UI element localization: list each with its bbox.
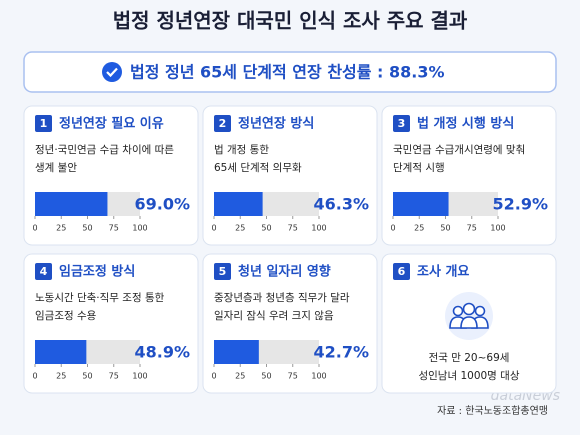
tick-label: 75 [467,224,477,233]
value-label: 46.3% [313,195,369,214]
tick-label: 100 [132,372,147,381]
people-icon-head [462,302,476,316]
tick-label: 25 [56,224,66,233]
card-desc: 국민연금 수급개시연령에 맞춰 [393,144,525,156]
tick-label: 75 [288,224,298,233]
tick-label: 75 [109,224,119,233]
card-title: 청년 일자리 영향 [238,264,331,280]
tick-label: 75 [109,372,119,381]
number: 6 [398,265,406,278]
number-badge [214,115,231,132]
source: 자료 : 한국노동조합총연맹 [437,405,548,417]
value-label: 48.9% [134,343,190,362]
number-badge [35,115,52,132]
card-title: 정년연장 방식 [238,116,314,132]
tick-label: 75 [288,372,298,381]
highlight-box [23,51,557,93]
card-desc: 65세 단계적 의무화 [214,162,302,174]
tick-label: 100 [311,372,326,381]
card-desc: 생계 불안 [35,162,77,174]
tick-label: 50 [261,224,271,233]
card-desc: 정년·국민연금 수급 차이에 따른 [35,144,174,156]
people-icon-body [460,316,478,329]
tick-label: 50 [261,372,271,381]
number-badge [393,263,410,280]
bar [393,192,449,216]
check-mark [106,67,118,78]
info-line: 전국 만 20~69세 [429,352,510,364]
tick-label: 0 [32,224,37,233]
tick-label: 100 [132,224,147,233]
number-badge [214,263,231,280]
tick-label: 50 [82,224,92,233]
tick-label: 0 [211,224,216,233]
number: 3 [398,117,406,130]
card-desc: 법 개정 통한 [214,144,269,156]
tick-label: 100 [490,224,505,233]
tick-label: 50 [82,372,92,381]
value-label: 52.9% [492,195,548,214]
value-label: 42.7% [313,343,369,362]
number: 5 [219,265,227,278]
card-desc: 단계적 시행 [393,162,445,174]
bar [214,192,263,216]
number-badge [35,263,52,280]
tick-label: 100 [311,224,326,233]
tick-label: 50 [440,224,450,233]
number-badge [393,115,410,132]
number: 4 [40,265,48,278]
tick-label: 25 [414,224,424,233]
title: 법정 정년연장 대국민 인식 조사 주요 결과 [113,9,468,33]
card-title: 법 개정 시행 방식 [417,116,514,132]
people-icon-head [474,305,486,317]
info-line: 성인남녀 1000명 대상 [418,370,519,382]
card-title: 정년연장 필요 이유 [59,116,164,132]
highlight-text: 법정 정년 65세 단계적 연장 찬성률 : 88.3% [130,63,445,82]
card-desc: 일자리 잠식 우려 크지 않음 [214,309,334,322]
bar [35,192,108,216]
tick-label: 25 [235,372,245,381]
people-icon-head [452,305,464,317]
card-desc: 노동시간 단축·직무 조정 통한 [35,292,165,304]
tick-label: 25 [235,224,245,233]
card-title: 조사 개요 [417,264,469,280]
card-title: 임금조정 방식 [59,264,135,280]
tick-label: 0 [32,372,37,381]
tick-label: 0 [211,372,216,381]
card-desc: 중장년층과 청년층 직무가 달라 [214,292,350,304]
tick-label: 25 [56,372,66,381]
check-icon [102,62,122,82]
card-desc: 임금조정 수용 [35,309,97,322]
number: 1 [40,117,48,130]
value-label: 69.0% [134,195,190,214]
bar [214,340,259,364]
bar [35,340,87,364]
people-icon-bg [445,292,493,340]
tick-label: 0 [390,224,395,233]
number: 2 [219,117,227,130]
